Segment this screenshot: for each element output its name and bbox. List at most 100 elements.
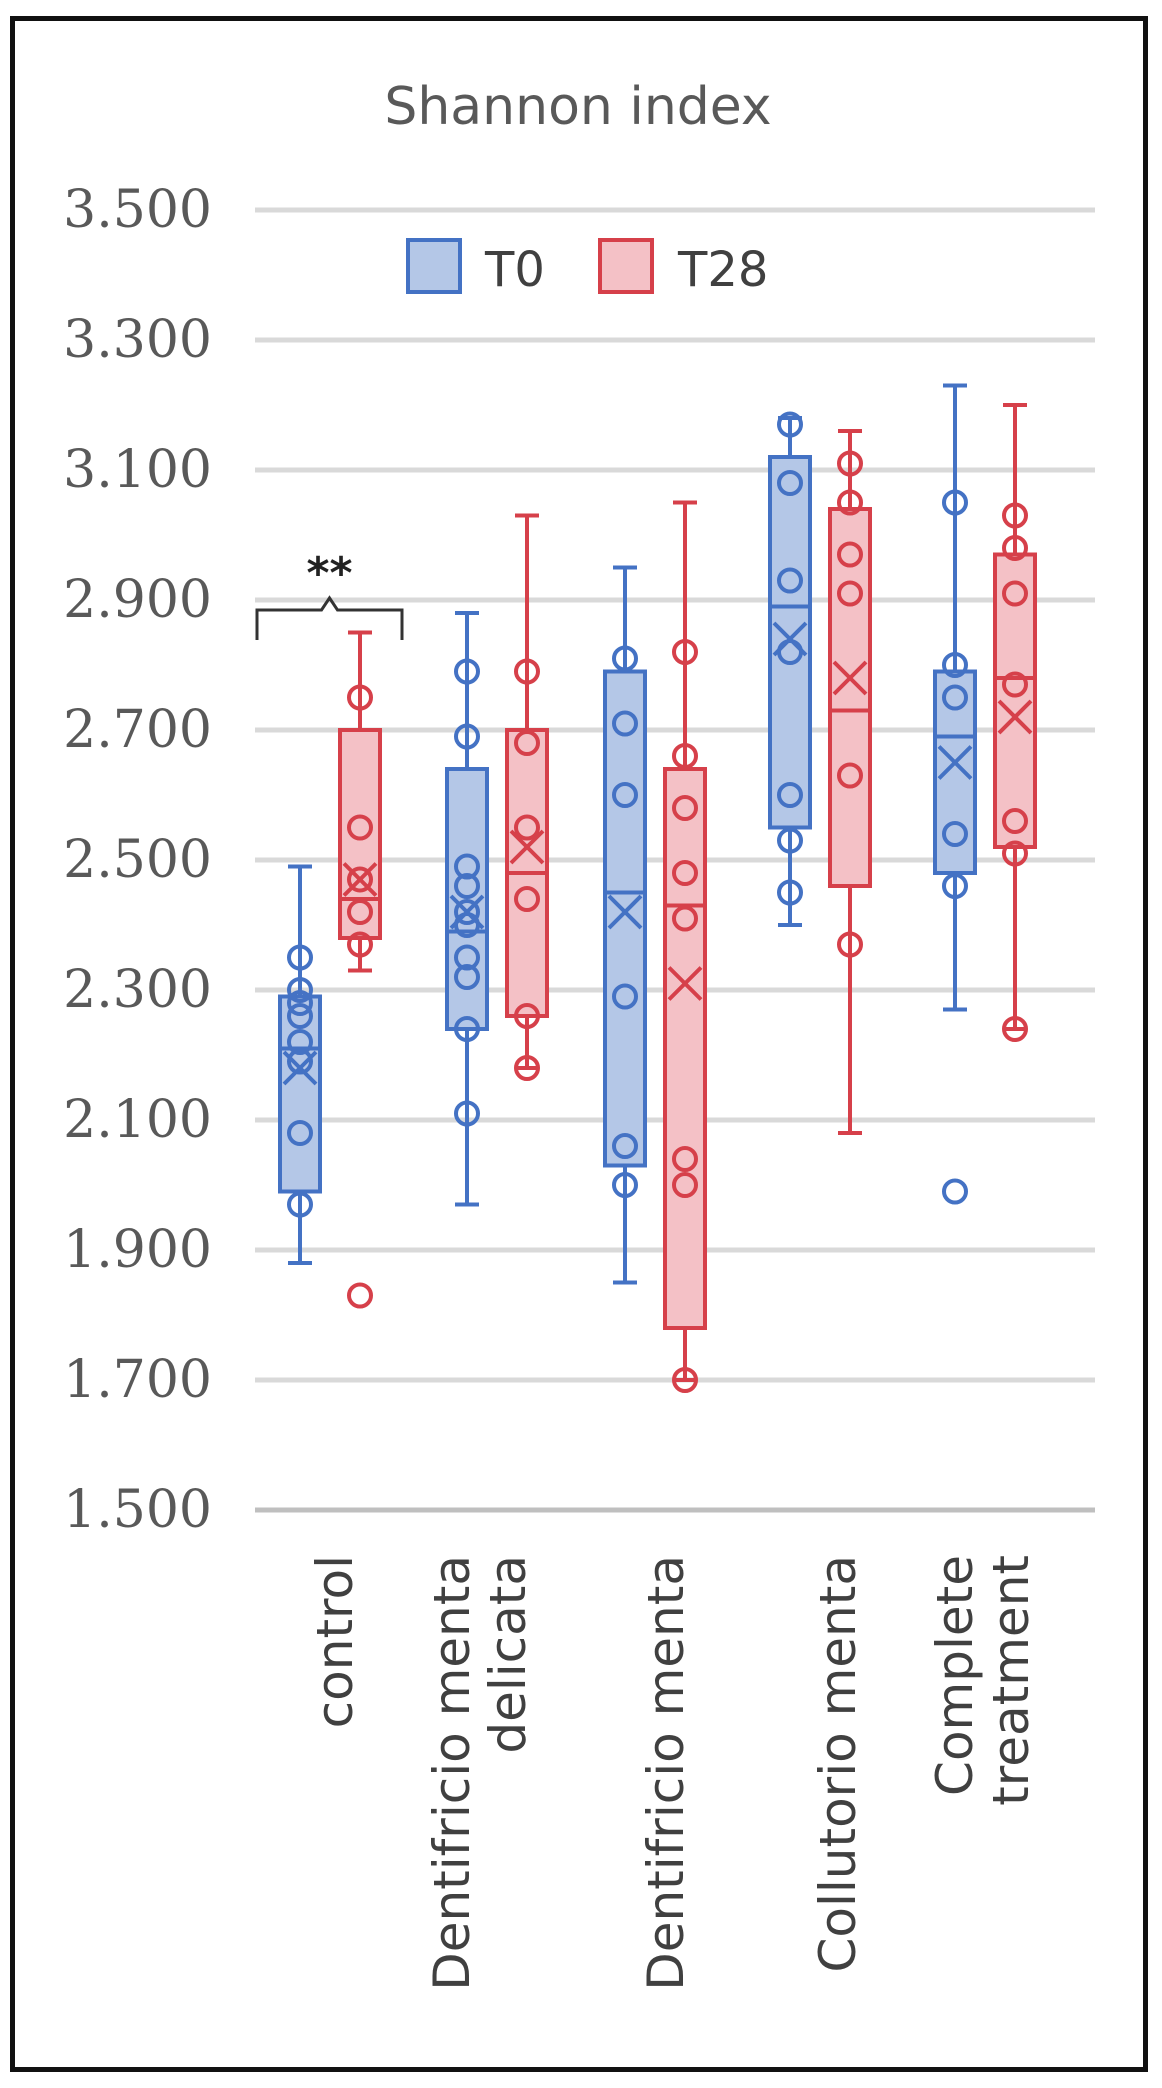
data-point — [672, 795, 698, 821]
data-point — [612, 645, 638, 672]
data-point — [347, 866, 373, 893]
x-category-line: delicata — [479, 1555, 537, 1754]
x-category-line: treatment — [982, 1555, 1040, 1806]
x-category-label: control — [306, 1555, 364, 1728]
data-point — [942, 652, 968, 678]
mean-marker — [772, 621, 808, 657]
y-tick-label: 2.300 — [63, 960, 212, 1020]
data-point — [837, 580, 863, 607]
mean-marker — [937, 745, 973, 780]
box-t28-4 — [993, 403, 1037, 1042]
x-category-line: Complete — [926, 1555, 984, 1796]
data-point — [347, 684, 373, 711]
box-t0-4 — [933, 383, 977, 1205]
significance-label: ** — [306, 548, 352, 599]
chart-frame — [10, 16, 1148, 2072]
data-point — [287, 1003, 313, 1029]
mean-marker — [607, 894, 643, 930]
legend: T0 T28 — [406, 238, 768, 298]
data-point — [612, 983, 638, 1010]
data-point — [454, 964, 480, 990]
data-point — [514, 886, 540, 912]
y-tick-label: 3.300 — [63, 310, 212, 370]
box-t0-3 — [768, 411, 812, 927]
y-tick-label: 3.500 — [63, 180, 212, 240]
data-point — [347, 899, 373, 925]
chart-title: Shannon index — [384, 77, 771, 137]
data-point — [612, 710, 638, 737]
data-point — [837, 489, 863, 516]
data-point — [1002, 808, 1028, 834]
data-point — [942, 489, 968, 516]
data-point — [777, 411, 803, 438]
data-point — [1002, 1016, 1028, 1042]
data-point — [672, 639, 698, 665]
data-point — [672, 1172, 698, 1198]
data-point — [454, 853, 480, 880]
mean-marker — [997, 699, 1033, 735]
box-t0-2 — [603, 565, 647, 1285]
iqr-box — [828, 507, 872, 888]
box-t28-2 — [663, 500, 707, 1393]
mean-marker — [832, 660, 868, 696]
iqr-box — [663, 767, 707, 1330]
data-point — [287, 944, 313, 971]
iqr-box — [603, 669, 647, 1168]
data-point — [1002, 580, 1028, 607]
mean-marker — [342, 862, 378, 897]
data-point — [1002, 840, 1028, 867]
box-t28-0 — [338, 630, 382, 1309]
y-tick-label: 2.700 — [63, 700, 212, 760]
data-point — [287, 990, 313, 1016]
iqr-box — [338, 728, 382, 940]
data-point — [672, 743, 698, 769]
y-tick-label: 1.500 — [63, 1480, 212, 1540]
mean-marker — [667, 966, 703, 1001]
data-point — [347, 814, 373, 841]
y-axis-ticks: 3.500 3.300 3.100 2.900 2.700 2.500 2.300 2.100… — [63, 180, 212, 1540]
box-t0-1 — [445, 611, 489, 1207]
box-t28-1 — [505, 513, 549, 1081]
data-point — [287, 1048, 313, 1075]
x-category-line: control — [306, 1555, 364, 1728]
series-t0 — [278, 383, 977, 1285]
y-tick-label: 1.900 — [63, 1220, 212, 1280]
y-tick-label: 2.900 — [63, 570, 212, 630]
data-point — [454, 1100, 480, 1127]
data-point — [942, 821, 968, 847]
data-point — [612, 782, 638, 808]
mean-marker — [449, 894, 485, 930]
data-point — [1002, 502, 1028, 529]
box-t0-0 — [278, 864, 322, 1265]
y-tick-label: 1.700 — [63, 1350, 212, 1410]
legend-swatch-t0 — [406, 238, 462, 294]
data-point — [672, 1146, 698, 1172]
x-category-label: Collutorio menta — [809, 1555, 867, 1973]
significance-annotations: ** — [255, 548, 404, 640]
data-point — [347, 1282, 373, 1309]
data-point — [777, 567, 803, 594]
x-category-line: Dentifricio menta — [423, 1555, 481, 1991]
x-category-line: Collutorio menta — [809, 1555, 867, 1973]
data-point — [777, 470, 803, 496]
data-point — [454, 873, 480, 899]
legend-label-t28: T28 — [677, 242, 768, 298]
y-tick-label: 2.500 — [63, 830, 212, 890]
data-point — [514, 1003, 540, 1029]
data-point — [287, 977, 313, 1003]
x-category-label: Dentifricio menta — [637, 1555, 695, 1991]
data-point — [347, 931, 373, 958]
data-point — [287, 1120, 313, 1146]
data-point — [777, 879, 803, 906]
data-point — [672, 860, 698, 886]
data-point — [837, 450, 863, 477]
y-tick-label: 2.100 — [63, 1090, 212, 1150]
y-tick-label: 3.100 — [63, 440, 212, 500]
data-point — [454, 658, 480, 685]
data-point — [454, 944, 480, 971]
data-point — [454, 1016, 480, 1042]
mean-marker — [509, 829, 545, 865]
